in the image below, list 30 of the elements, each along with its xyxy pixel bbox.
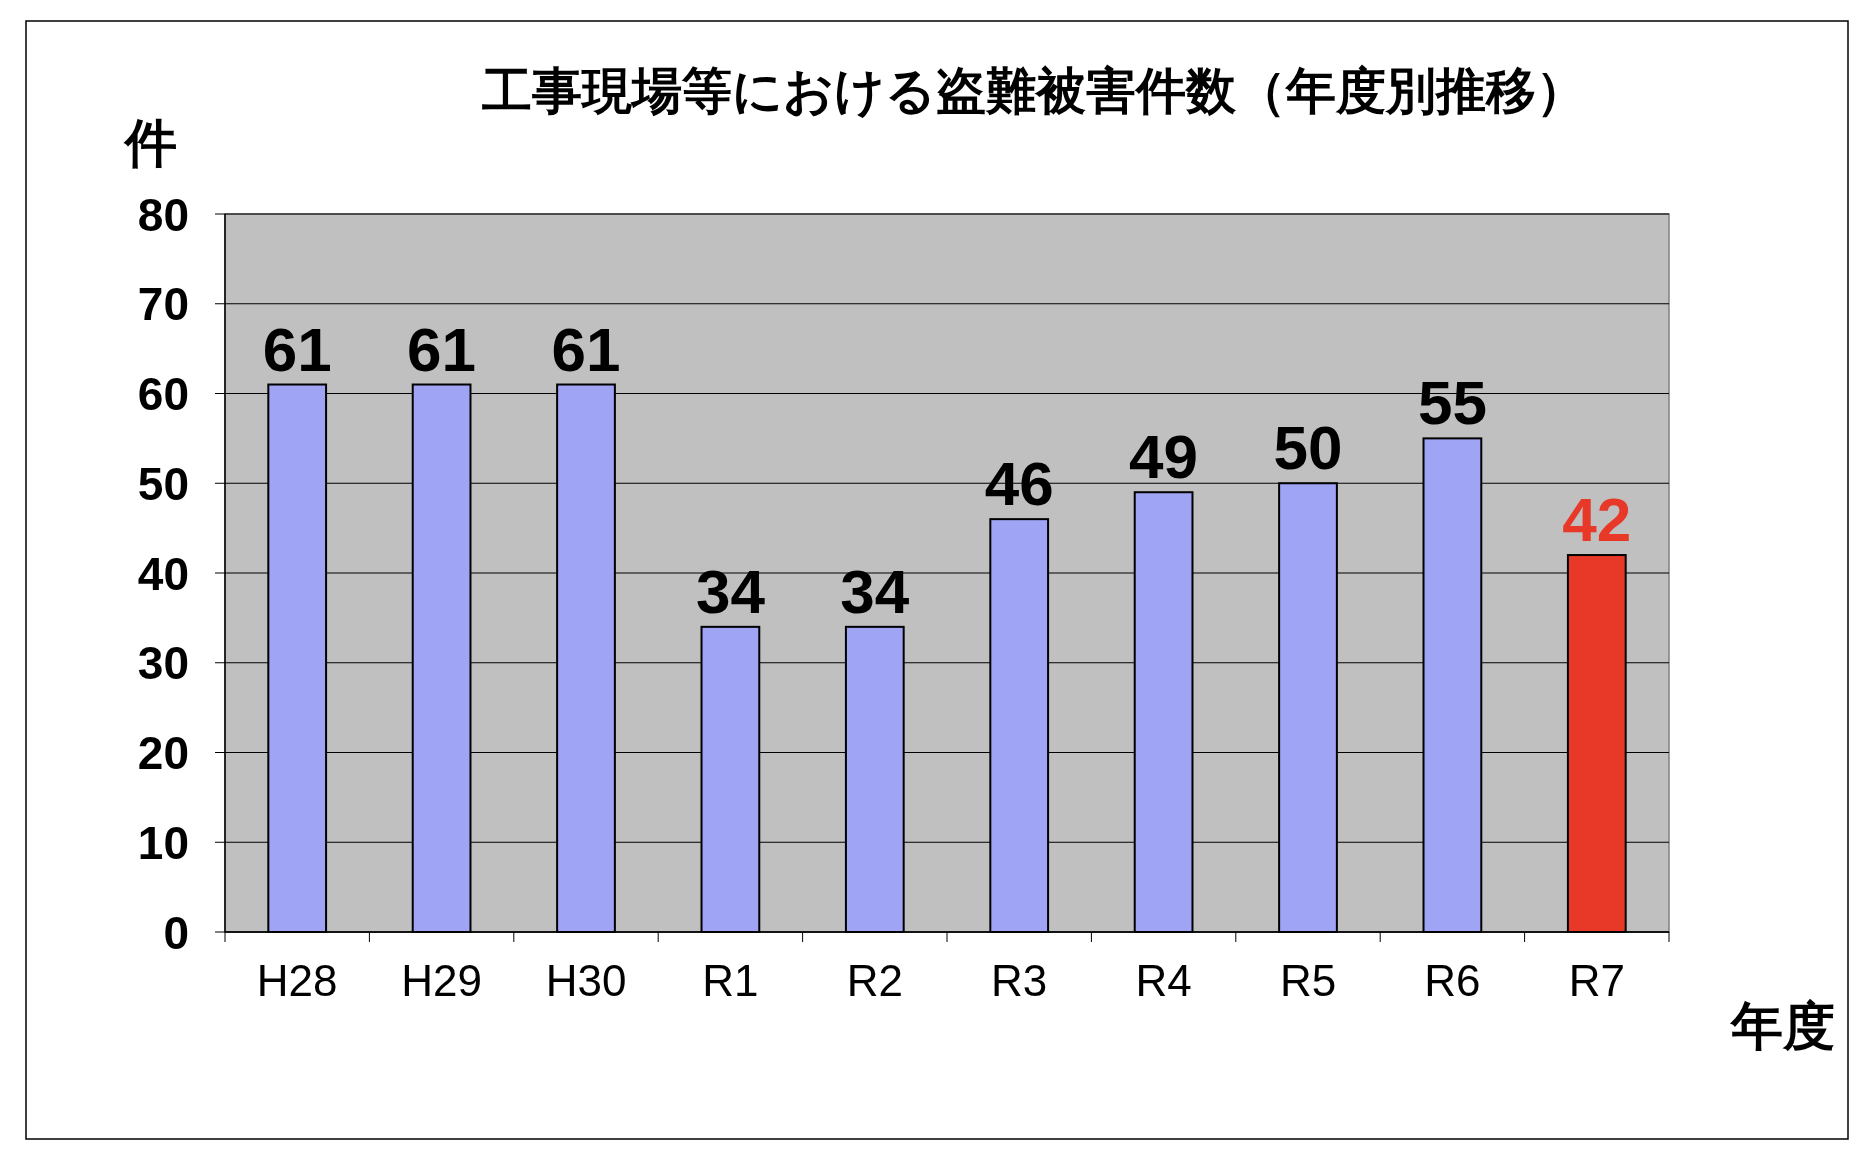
data-label: 49	[1129, 422, 1199, 492]
data-label: 34	[695, 556, 766, 626]
y-tick-label: 20	[137, 727, 189, 780]
y-tick-label: 30	[137, 637, 189, 690]
data-label: 50	[1273, 413, 1343, 483]
y-tick-label: 40	[137, 547, 189, 600]
x-tick-label: R5	[1279, 956, 1337, 1005]
y-tick-label: 60	[137, 368, 189, 421]
x-axis-title: 年度	[1729, 997, 1835, 1055]
x-tick-label: H29	[401, 956, 482, 1005]
chart-title: 工事現場等における盗難被害件数（年度別推移）	[481, 63, 1586, 119]
y-axis-title: 件	[123, 114, 177, 172]
data-label: 61	[407, 314, 477, 384]
data-label: 34	[840, 556, 910, 626]
x-tick-label: R6	[1424, 956, 1481, 1005]
y-tick-label: 80	[137, 188, 189, 241]
x-tick-label: H28	[256, 956, 338, 1005]
y-tick-label: 70	[137, 278, 189, 331]
x-tick-label: H30	[545, 956, 627, 1005]
data-label: 61	[262, 314, 332, 384]
x-tick-label: R2	[846, 956, 903, 1005]
data-label: 42	[1562, 485, 1632, 555]
x-tick-label: R7	[1568, 956, 1625, 1005]
x-tick-label: R3	[991, 956, 1048, 1005]
y-tick-label: 0	[163, 906, 189, 959]
x-tick-label: R4	[1135, 956, 1192, 1005]
y-tick-label: 50	[137, 457, 189, 510]
y-tick-label: 10	[137, 816, 189, 869]
x-tick-label: R1	[702, 956, 759, 1005]
data-label: 61	[551, 314, 621, 384]
